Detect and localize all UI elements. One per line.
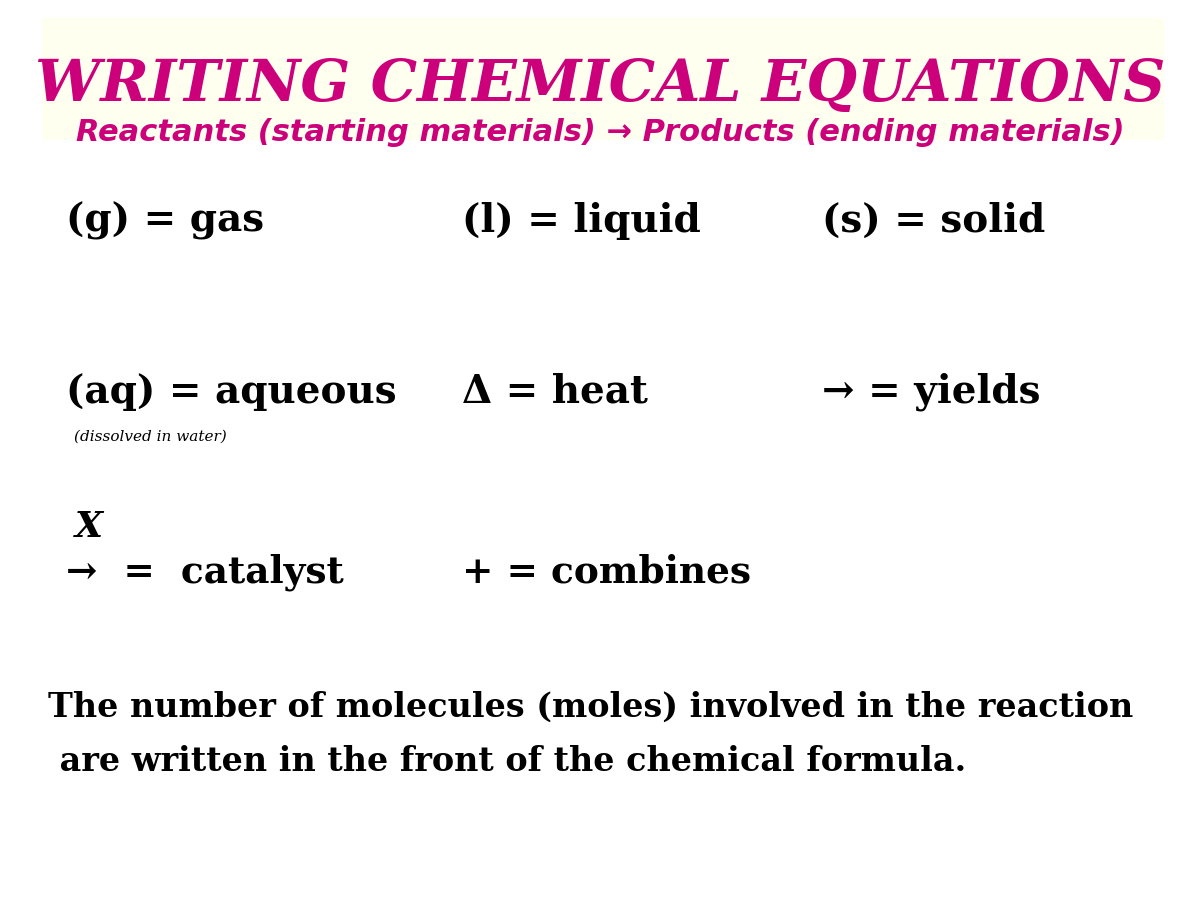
Text: (aq) = aqueous: (aq) = aqueous xyxy=(66,373,397,411)
Text: Δ = heat: Δ = heat xyxy=(462,373,648,411)
Text: (dissolved in water): (dissolved in water) xyxy=(74,430,227,444)
Text: X: X xyxy=(74,510,102,544)
Text: are written in the front of the chemical formula.: are written in the front of the chemical… xyxy=(48,745,966,778)
Text: (l) = liquid: (l) = liquid xyxy=(462,202,701,240)
Text: (g) = gas: (g) = gas xyxy=(66,202,264,240)
Text: The number of molecules (moles) involved in the reaction: The number of molecules (moles) involved… xyxy=(48,691,1133,724)
Text: WRITING CHEMICAL EQUATIONS: WRITING CHEMICAL EQUATIONS xyxy=(35,58,1165,114)
Text: Reactants (starting materials) → Products (ending materials): Reactants (starting materials) → Product… xyxy=(76,118,1124,147)
FancyBboxPatch shape xyxy=(42,18,1164,140)
Text: →  =  catalyst: → = catalyst xyxy=(66,553,343,591)
Text: (s) = solid: (s) = solid xyxy=(822,202,1045,240)
Text: → = yields: → = yields xyxy=(822,373,1040,411)
Text: + = combines: + = combines xyxy=(462,553,751,591)
